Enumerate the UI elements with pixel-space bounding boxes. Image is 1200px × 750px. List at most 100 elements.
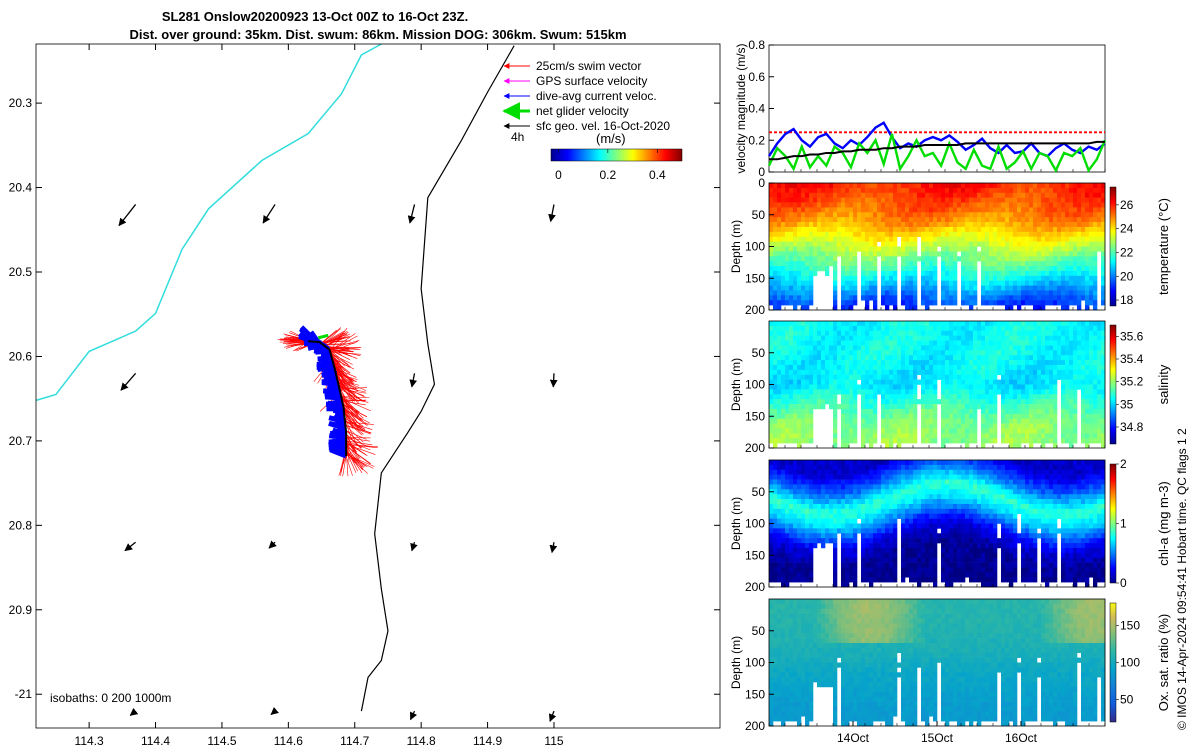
heatmap-cell xyxy=(925,192,930,198)
heatmap-cell xyxy=(909,212,914,218)
heatmap-cell xyxy=(933,364,938,371)
heatmap-cell xyxy=(1005,374,1010,380)
heatmap-cell xyxy=(1009,285,1014,291)
heatmap-cell xyxy=(953,231,958,238)
heatmap-cell xyxy=(1101,251,1106,257)
heatmap-cell xyxy=(921,207,926,213)
heatmap-cell xyxy=(785,285,790,291)
heatmap-cell xyxy=(921,428,926,434)
heatmap-cell xyxy=(1049,202,1054,208)
heatmap-cell xyxy=(937,399,942,405)
heatmap-cell xyxy=(1069,246,1074,252)
heatmap-cell xyxy=(817,384,822,390)
heatmap-cell xyxy=(897,423,902,429)
heatmap-cell xyxy=(845,261,850,267)
heatmap-cell xyxy=(1009,379,1014,385)
heatmap-cell xyxy=(901,207,906,213)
heatmap-cell xyxy=(801,538,806,544)
heatmap-cell xyxy=(797,443,802,449)
heatmap-cell xyxy=(837,212,842,218)
heatmap-cell xyxy=(789,523,794,529)
heatmap-cell xyxy=(1061,330,1066,336)
heatmap-cell xyxy=(1005,340,1010,346)
heatmap-cell xyxy=(773,355,778,361)
heatmap-cell xyxy=(769,399,774,405)
heatmap-cell xyxy=(809,275,814,281)
heatmap-cell xyxy=(1045,275,1050,281)
isobath-200m xyxy=(35,43,382,402)
heatmap-cell xyxy=(805,552,810,558)
heatmap-cell xyxy=(969,285,974,291)
heatmap-cell xyxy=(865,438,870,444)
heatmap-cell xyxy=(861,246,866,252)
heatmap-cell xyxy=(793,217,798,223)
heatmap-cell xyxy=(921,202,926,208)
heatmap-cell xyxy=(941,321,946,327)
heatmap-cell xyxy=(1077,280,1082,286)
heatmap-cell xyxy=(1013,290,1018,296)
heatmap-cell xyxy=(809,212,814,218)
heatmap-cell xyxy=(793,246,798,252)
heatmap-cell xyxy=(873,379,878,385)
heatmap-cell xyxy=(833,484,838,490)
heatmap-cell xyxy=(1017,379,1022,385)
heatmap-cell xyxy=(769,572,774,578)
heatmap-cell xyxy=(909,197,914,203)
heatmap-cell xyxy=(1001,241,1006,247)
heatmap-cell xyxy=(769,335,774,341)
heatmap-cell xyxy=(953,345,958,351)
heatmap-cell xyxy=(901,231,906,238)
heatmap-cell xyxy=(957,256,962,262)
heatmap-cell xyxy=(793,552,798,558)
heatmap-cell xyxy=(801,474,806,480)
heatmap-cell xyxy=(921,321,926,327)
heatmap-cell xyxy=(1017,360,1022,366)
heatmap-cell xyxy=(1033,187,1038,194)
heatmap-cell xyxy=(853,202,858,208)
heatmap-cell xyxy=(773,295,778,301)
heatmap-cell xyxy=(861,256,866,262)
heatmap-cell xyxy=(849,231,854,238)
heatmap-cell xyxy=(985,236,990,242)
heatmap-cell xyxy=(1013,389,1018,395)
heatmap-cell xyxy=(985,423,990,429)
heatmap-cell xyxy=(981,197,986,203)
heatmap-cell xyxy=(885,438,890,444)
heatmap-cell xyxy=(1065,428,1070,434)
colorbar-tick-label: 35.4 xyxy=(1120,352,1144,366)
heatmap-cell xyxy=(953,187,958,194)
map-x-tick-label: 114.3 xyxy=(75,734,104,748)
heatmap-cell xyxy=(1029,355,1034,361)
heatmap-cell xyxy=(1033,330,1038,336)
heatmap-cell xyxy=(889,423,894,429)
heatmap-cell xyxy=(977,192,982,198)
heatmap-cell xyxy=(857,345,862,351)
heatmap-cell xyxy=(809,474,814,480)
heatmap-cell xyxy=(997,236,1002,242)
heatmap-cell xyxy=(1017,207,1022,213)
heatmap-cell xyxy=(837,340,842,346)
heatmap-cell xyxy=(777,270,782,277)
heatmap-cell xyxy=(1101,394,1106,400)
heatmap-cell xyxy=(1045,207,1050,213)
heatmap-cell xyxy=(773,508,778,515)
heatmap-cell xyxy=(785,360,790,366)
heatmap-cell xyxy=(893,321,898,327)
heatmap-cell xyxy=(1017,202,1022,208)
heatmap-cell xyxy=(869,369,874,376)
heatmap-cell xyxy=(1089,192,1094,198)
swim-vector xyxy=(346,440,373,446)
heatmap-cell xyxy=(985,330,990,336)
heatmap-cell xyxy=(821,325,826,332)
heatmap-cell xyxy=(1005,360,1010,366)
heatmap-cell xyxy=(917,207,922,213)
heatmap-cell xyxy=(833,528,838,534)
heatmap-cell xyxy=(981,226,986,233)
heatmap-cell xyxy=(841,305,846,311)
heatmap-cell xyxy=(1073,187,1078,194)
heatmap-cell xyxy=(925,369,930,376)
heatmap-cell xyxy=(793,355,798,361)
swim-vector xyxy=(344,421,374,425)
heatmap-cell xyxy=(1053,360,1058,366)
heatmap-cell xyxy=(1101,226,1106,233)
